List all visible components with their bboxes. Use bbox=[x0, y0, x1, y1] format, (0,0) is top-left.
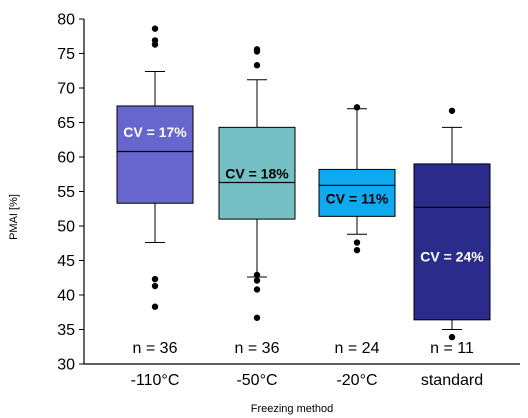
cv-label: CV = 24% bbox=[420, 248, 484, 264]
y-tick-label: 75 bbox=[57, 46, 75, 63]
outlier-point bbox=[151, 303, 159, 310]
y-tick-label: 45 bbox=[57, 253, 75, 270]
x-tick-label: -50°C bbox=[236, 372, 277, 389]
outlier-point bbox=[448, 333, 456, 341]
y-tick-label: 60 bbox=[57, 150, 75, 167]
outlier-point bbox=[353, 246, 361, 254]
y-tick-label: 35 bbox=[57, 322, 75, 339]
cv-label: CV = 17% bbox=[123, 124, 187, 140]
box-iqr bbox=[218, 126, 296, 220]
box-group: CV = 17% n = 36 bbox=[116, 25, 194, 357]
box-group: CV = 18% n = 36 bbox=[218, 46, 296, 357]
outlier-point bbox=[253, 314, 261, 321]
outlier-point bbox=[253, 48, 261, 55]
y-axis-title: PMAI [%] bbox=[8, 194, 20, 240]
outlier-point bbox=[448, 107, 456, 114]
y-tick-label: 80 bbox=[57, 12, 75, 29]
x-tick-label: standard bbox=[421, 372, 483, 389]
n-label: n = 24 bbox=[335, 340, 380, 357]
box-iqr bbox=[413, 163, 491, 321]
n-label: n = 36 bbox=[133, 340, 178, 357]
x-tick-label: -110°C bbox=[131, 372, 180, 389]
box-iqr bbox=[116, 105, 194, 204]
y-tick-label: 65 bbox=[57, 115, 75, 132]
y-tick-label: 70 bbox=[57, 81, 75, 98]
y-tick-label: 30 bbox=[57, 357, 75, 374]
outlier-point bbox=[151, 25, 159, 32]
outlier-point bbox=[253, 277, 261, 284]
outlier-point bbox=[151, 275, 159, 283]
cv-label: CV = 11% bbox=[326, 190, 389, 206]
y-tick-label: 55 bbox=[57, 184, 75, 201]
box-group: CV = 11% n = 24 bbox=[318, 104, 396, 357]
y-axis: 30 35 40 45 50 55 60 65 70 75 80 bbox=[57, 12, 85, 374]
n-label: n = 11 bbox=[430, 340, 474, 357]
outlier-point bbox=[353, 104, 361, 111]
x-tick-label: -20°C bbox=[336, 372, 377, 389]
plot-area: CV = 17% n = 36 CV = 18% n = 36 CV = 11% n = … bbox=[116, 25, 491, 357]
outlier-point bbox=[151, 282, 159, 290]
outlier-point bbox=[353, 239, 361, 246]
outlier-point bbox=[253, 62, 261, 69]
x-axis-title: Freezing method bbox=[251, 403, 334, 415]
cv-label: CV = 18% bbox=[225, 166, 289, 182]
y-tick-label: 50 bbox=[57, 219, 75, 236]
x-axis: -110°C -50°C -20°C standard bbox=[84, 363, 520, 389]
box-group: CV = 24% n = 11 bbox=[413, 107, 491, 357]
outlier-point bbox=[151, 41, 159, 48]
box-iqr bbox=[318, 168, 396, 217]
outlier-point bbox=[253, 286, 261, 293]
outlier-point bbox=[253, 271, 261, 279]
n-label: n = 36 bbox=[235, 340, 280, 357]
y-tick-label: 40 bbox=[57, 288, 75, 305]
